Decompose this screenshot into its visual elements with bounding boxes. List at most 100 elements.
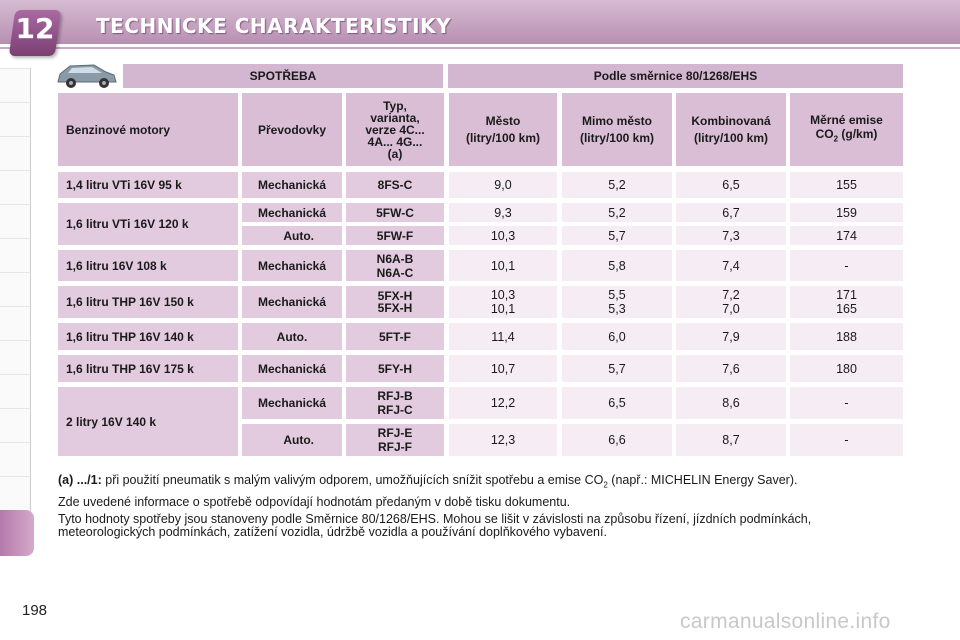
chapter-tab[interactable] (0, 374, 31, 409)
combined-value: 7,2 7,0 (676, 286, 786, 318)
consumption-group-header: SPOTŘEBA (123, 64, 443, 88)
co2-header-line: CO2 (g/km) (815, 126, 878, 144)
type-code-cell: 5FT-F (346, 323, 444, 350)
engine-label: 1,6 litru THP 16V 140 k (58, 323, 238, 350)
type-code: RFJ-C (377, 403, 413, 417)
gearbox-cell: Auto. (242, 323, 342, 350)
engine-label: 1,6 litru THP 16V 175 k (58, 355, 238, 382)
combined-header-line: (litry/100 km) (693, 130, 769, 145)
column-header-co2: Měrné emise CO2 (g/km) (790, 93, 903, 166)
gearbox-cell: Auto. (242, 226, 342, 245)
chapter-tab[interactable] (0, 204, 31, 239)
type-code: RFJ-B (377, 389, 413, 403)
city-value: 11,4 (449, 323, 557, 350)
notes-block: (a) .../1: při použití pneumatik s malým… (58, 474, 906, 543)
type-header-line: verze 4C... (365, 122, 425, 137)
chapter-tab[interactable] (0, 238, 31, 273)
city-value: 9,3 (449, 203, 557, 222)
chapter-tab[interactable] (0, 102, 31, 137)
extra-urban-value: 5,8 (562, 250, 672, 281)
footnote-label: (a) .../1: (58, 473, 102, 487)
chapter-tab[interactable] (0, 68, 31, 103)
chapter-tab[interactable] (0, 340, 31, 375)
city-value: 9,0 (449, 172, 557, 198)
co2-value: 180 (790, 355, 903, 382)
combined-value: 7,3 (676, 226, 786, 245)
co2-value: - (790, 424, 903, 456)
gearbox-cell: Mechanická (242, 250, 342, 281)
type-code: N6A-C (376, 265, 414, 280)
type-code-cell: 5FW-F (346, 226, 444, 245)
engine-label: 1,6 litru VTi 16V 120 k (58, 203, 238, 245)
type-code: 5FX-H (377, 301, 413, 315)
type-header-line: (a) (387, 146, 403, 161)
combined-value: 7,6 (676, 355, 786, 382)
extra-urban-value: 5,2 (562, 203, 672, 222)
engine-label: 1,4 litru VTi 16V 95 k (58, 172, 238, 198)
page-title: TECHNICKE CHARAKTERISTIKY (96, 14, 452, 38)
gearbox-cell: Auto. (242, 424, 342, 456)
co2-header-line: Měrné emise (810, 112, 883, 127)
type-code-cell: RFJ-B RFJ-C (346, 387, 444, 419)
gearbox-cell: Mechanická (242, 355, 342, 382)
chapter-tabs (0, 68, 34, 568)
chapter-tab[interactable] (0, 272, 31, 307)
chapter-tab[interactable] (0, 136, 31, 171)
chapter-tab[interactable] (0, 170, 31, 205)
column-header-type: Typ, varianta, verze 4C... 4A... 4G... (… (346, 93, 444, 166)
header-divider-accent (0, 47, 960, 49)
column-header-gearbox: Převodovky (242, 93, 342, 166)
co2-value: 171 165 (790, 286, 903, 318)
city-value: 12,3 (449, 424, 557, 456)
column-header-extra-urban: Mimo město (litry/100 km) (562, 93, 672, 166)
chapter-tab[interactable] (0, 476, 31, 511)
combined-value: 7,9 (676, 323, 786, 350)
extra-urban-value: 5,7 (562, 226, 672, 245)
extra-urban-value: 5,5 5,3 (562, 286, 672, 318)
column-header-city: Město (litry/100 km) (449, 93, 557, 166)
city-header-line: Město (485, 113, 521, 128)
co2-value: 155 (790, 172, 903, 198)
co2-value: - (790, 387, 903, 419)
watermark: carmanualsonline.info (680, 610, 891, 633)
type-header-line: varianta, (370, 110, 420, 125)
type-header-line: Typ, (383, 98, 407, 113)
chapter-tab[interactable] (0, 306, 31, 341)
gearbox-cell: Mechanická (242, 286, 342, 318)
extra-urban-value: 6,6 (562, 424, 672, 456)
city-value: 12,2 (449, 387, 557, 419)
footnote: (a) .../1: při použití pneumatik s malým… (58, 473, 798, 490)
type-code: N6A-B (376, 251, 414, 266)
gearbox-cell: Mechanická (242, 387, 342, 419)
engine-label: 1,6 litru THP 16V 150 k (58, 286, 238, 318)
gearbox-cell: Mechanická (242, 172, 342, 198)
engine-label: 2 litry 16V 140 k (58, 387, 238, 456)
type-code: RFJ-F (378, 440, 412, 454)
extra-urban-header-line: (litry/100 km) (579, 130, 655, 145)
extra-urban-value: 6,5 (562, 387, 672, 419)
engine-label: 1,6 litru 16V 108 k (58, 250, 238, 281)
co2-value: - (790, 250, 903, 281)
chapter-tab[interactable] (0, 408, 31, 443)
type-code-cell: 5FW-C (346, 203, 444, 222)
combined-value: 8,7 (676, 424, 786, 456)
city-value: 10,3 10,1 (449, 286, 557, 318)
combined-value: 7,4 (676, 250, 786, 281)
co2-value: 174 (790, 226, 903, 245)
chapter-tab-active[interactable] (0, 510, 34, 556)
directive-group-header: Podle směrnice 80/1268/EHS (448, 64, 903, 88)
header-divider (0, 44, 960, 47)
gearbox-cell: Mechanická (242, 203, 342, 222)
type-code: RFJ-E (377, 426, 413, 440)
city-value: 10,1 (449, 250, 557, 281)
note-paragraph: Zde uvedené informace o spotřebě odpovíd… (58, 494, 571, 509)
type-code-cell: RFJ-E RFJ-F (346, 424, 444, 456)
extra-urban-value: 5,7 (562, 355, 672, 382)
chapter-tab[interactable] (0, 442, 31, 477)
type-code-cell: 5FY-H (346, 355, 444, 382)
type-header-line: 4A... 4G... (367, 134, 423, 149)
page-number: 198 (22, 602, 48, 619)
header-bar (0, 0, 960, 44)
city-value: 10,3 (449, 226, 557, 245)
combined-value: 6,5 (676, 172, 786, 198)
